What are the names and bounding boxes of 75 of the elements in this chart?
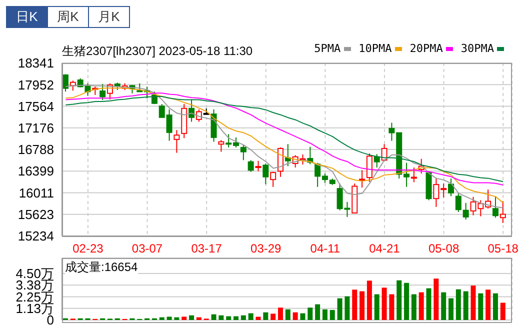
bar — [174, 317, 180, 320]
bar — [441, 292, 446, 320]
bar — [315, 304, 320, 320]
text: 周K — [47, 7, 88, 27]
bar — [300, 313, 306, 320]
bar — [182, 316, 187, 320]
bar — [196, 317, 202, 320]
bar — [159, 317, 164, 320]
bar — [285, 309, 290, 320]
x-tick-label: 03-07 — [132, 242, 163, 256]
bar — [330, 310, 335, 320]
bar — [389, 294, 394, 320]
text: 月K — [88, 7, 129, 27]
x-tick-label: 05-18 — [488, 242, 519, 256]
y-tick-label: 16011 — [18, 185, 54, 200]
bar — [478, 293, 484, 320]
bar — [448, 298, 454, 320]
x-tick-label: 04-21 — [369, 242, 400, 256]
bar — [434, 278, 439, 320]
bar — [492, 293, 498, 320]
bar — [404, 282, 410, 320]
y-tick-label: 15234 — [18, 228, 54, 244]
bar — [308, 308, 313, 320]
bar — [189, 315, 194, 320]
bar — [396, 280, 402, 320]
legend-label: 30PMA — [460, 42, 494, 55]
chart-title: 成交量:16654 — [65, 259, 138, 276]
bar — [278, 308, 283, 320]
bar — [166, 316, 172, 320]
candlestick — [500, 200, 506, 224]
bar — [366, 280, 372, 320]
bar — [352, 290, 358, 320]
y-tick-label: 4.50万 — [16, 266, 54, 282]
candlestick — [174, 130, 180, 154]
legend-label: 5PMA — [314, 42, 341, 55]
y-tick-label: 17952 — [18, 77, 54, 92]
y-tick-label: 17564 — [18, 98, 54, 114]
bar — [344, 296, 350, 320]
bar — [270, 314, 276, 320]
bar — [418, 292, 424, 320]
bar — [470, 286, 476, 320]
legend-label: 10PMA — [358, 42, 392, 55]
bar — [248, 313, 254, 320]
bar — [456, 289, 461, 320]
x-tick-label: 05-08 — [428, 242, 460, 256]
bar — [426, 288, 432, 320]
bar — [337, 298, 342, 320]
bar — [218, 315, 224, 320]
bar — [292, 312, 298, 320]
text: 日K — [7, 7, 47, 27]
bar — [322, 309, 328, 320]
bar — [211, 314, 216, 320]
bar — [411, 294, 416, 320]
y-tick-label: 17176 — [18, 120, 54, 136]
x-tick-label: 02-23 — [72, 242, 104, 256]
y-tick-label: 18341 — [18, 56, 54, 71]
legend-label: 20PMA — [410, 42, 443, 55]
bar — [256, 316, 261, 320]
bar — [226, 316, 232, 320]
x-tick-label: 03-17 — [191, 242, 222, 256]
bar — [500, 302, 506, 320]
x-tick-label: 04-11 — [310, 242, 340, 256]
bar — [463, 291, 468, 320]
chart-title: 生猪2307[lh2307] 2023-05-18 11:30 — [62, 43, 253, 60]
y-tick-label: 16399 — [18, 164, 54, 179]
y-tick-label: 16788 — [18, 142, 54, 158]
bar — [374, 294, 380, 320]
y-tick-label: 15623 — [18, 206, 54, 222]
bar — [263, 312, 268, 320]
x-tick-label: 03-29 — [250, 242, 282, 256]
bar — [240, 315, 246, 320]
bar — [486, 290, 491, 320]
bar — [382, 288, 387, 320]
bar — [360, 291, 365, 320]
bar — [234, 316, 239, 320]
